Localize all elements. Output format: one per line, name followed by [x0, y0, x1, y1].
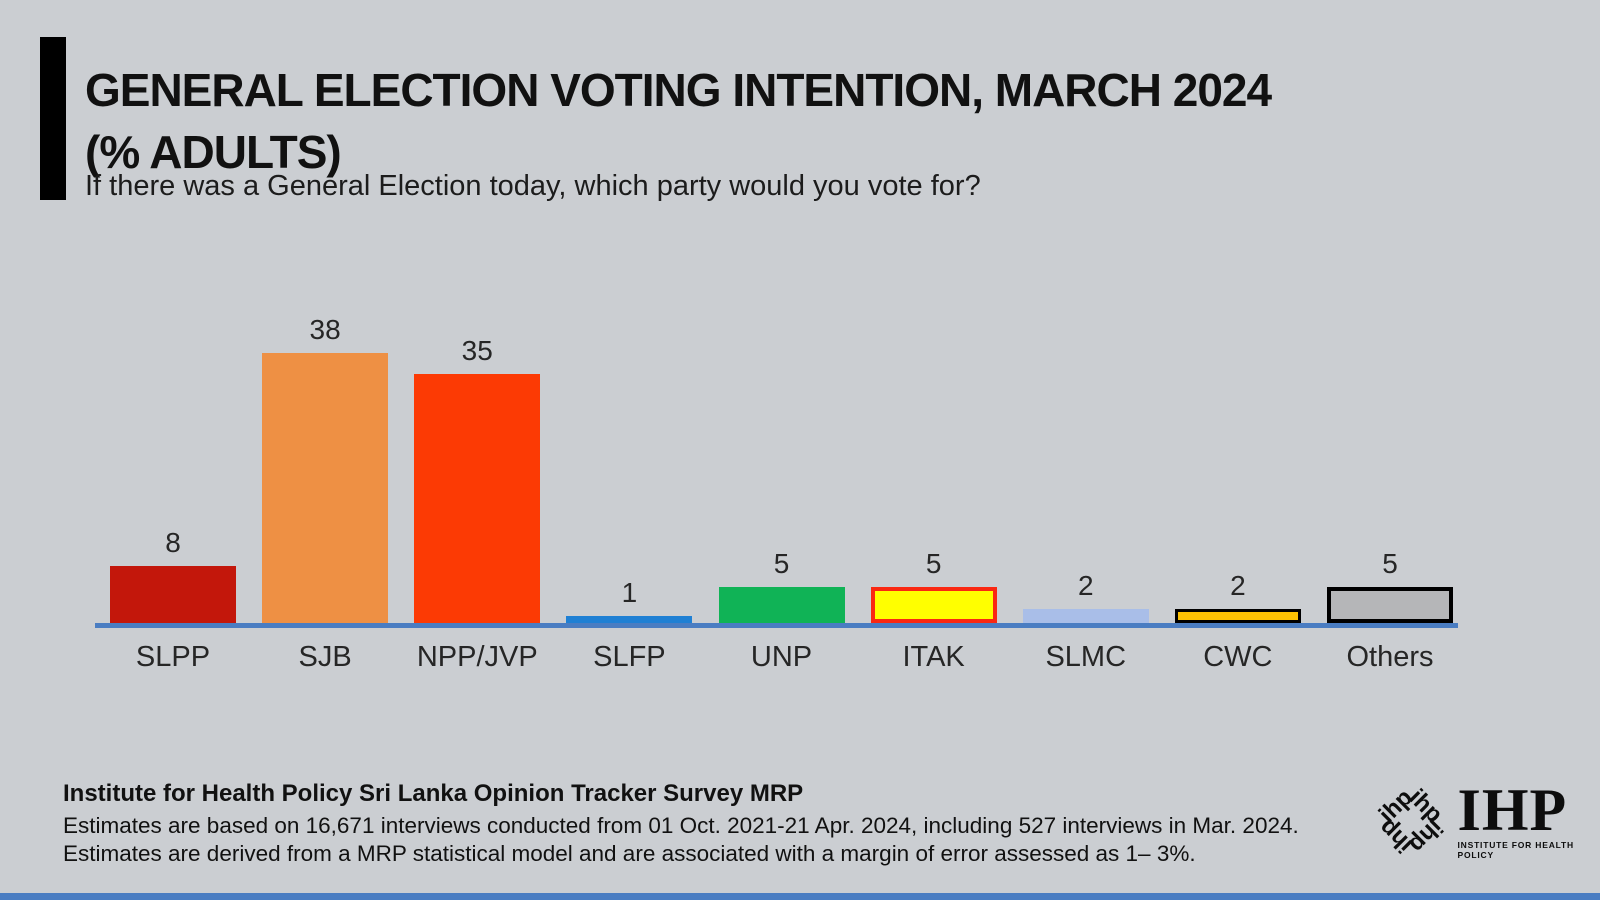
bar-sjb: 38: [262, 314, 389, 623]
x-axis-line: [95, 623, 1458, 628]
bar-itak: 5: [870, 548, 997, 623]
ihp-logo-text: IHP INSTITUTE FOR HEALTH POLICY: [1457, 777, 1600, 860]
page-title: GENERAL ELECTION VOTING INTENTION, MARCH…: [85, 59, 1505, 183]
bar-rect: [566, 616, 693, 623]
category-label: SLMC: [1045, 641, 1127, 673]
bar-rect: [110, 566, 236, 623]
ihp-full-name: INSTITUTE FOR HEALTH POLICY: [1457, 840, 1574, 860]
category-label: CWC: [1203, 641, 1273, 673]
bar-npp-jvp: 35: [414, 335, 541, 623]
bar-value-label: 38: [309, 314, 341, 345]
svg-text:ihp: ihp: [1374, 785, 1418, 829]
category-label: SLPP: [135, 641, 211, 673]
category-label: NPP/JVP: [416, 641, 538, 673]
bar-value-label: 1: [621, 577, 638, 608]
bar-rect: [262, 353, 389, 623]
category-label: SLFP: [593, 641, 666, 673]
page-title-line1: GENERAL ELECTION VOTING INTENTION, MARCH…: [85, 63, 1272, 116]
category-label: Others: [1346, 641, 1434, 673]
bar-others: 5: [1327, 548, 1453, 623]
bar-value-label: 8: [165, 527, 181, 558]
footer-source: Institute for Health Policy Sri Lanka Op…: [63, 780, 804, 807]
bar-rect: [414, 374, 541, 623]
bar-rect: [1327, 587, 1453, 623]
footer-note: Estimates are based on 16,671 interviews…: [63, 813, 1299, 866]
bar-value-label: 2: [1077, 570, 1094, 601]
title-accent-bar: [40, 37, 66, 200]
bar-cwc: 2: [1174, 570, 1301, 623]
bar-slpp: 8: [110, 527, 236, 623]
page-title-line2: (% ADULTS): [85, 125, 342, 178]
bar-rect: [1174, 609, 1301, 623]
bar-rect: [1022, 609, 1149, 623]
bar-value-label: 5: [925, 548, 942, 579]
bars-row: 8 38 35 1 5 5 2 2 5: [95, 0, 1458, 623]
chart-subtitle: If there was a General Election today, w…: [85, 170, 981, 202]
bottom-accent-strip: [0, 893, 1600, 900]
category-label: SJB: [298, 641, 352, 673]
ihp-acronym: IHP: [1457, 777, 1568, 843]
category-label: ITAK: [902, 641, 965, 673]
bar-value-label: 2: [1230, 570, 1246, 601]
ihp-logo: ihp ihp ihp ihp IHP INSTITUTE FOR HEALTH PO…: [1366, 772, 1600, 870]
bar-value-label: 5: [1382, 548, 1398, 579]
category-labels-row: SLPP SJB NPP/JVP SLFP UNP ITAK SLMC CWC Others: [95, 641, 1458, 674]
bar-slfp: 1: [566, 577, 693, 623]
bar-value-label: 35: [461, 335, 493, 366]
bar-slmc: 2: [1022, 570, 1149, 623]
bar-rect: [718, 587, 845, 623]
bar-unp: 5: [718, 548, 845, 623]
category-label: UNP: [750, 641, 813, 673]
bar-value-label: 5: [773, 548, 790, 579]
bar-rect: [870, 587, 997, 623]
